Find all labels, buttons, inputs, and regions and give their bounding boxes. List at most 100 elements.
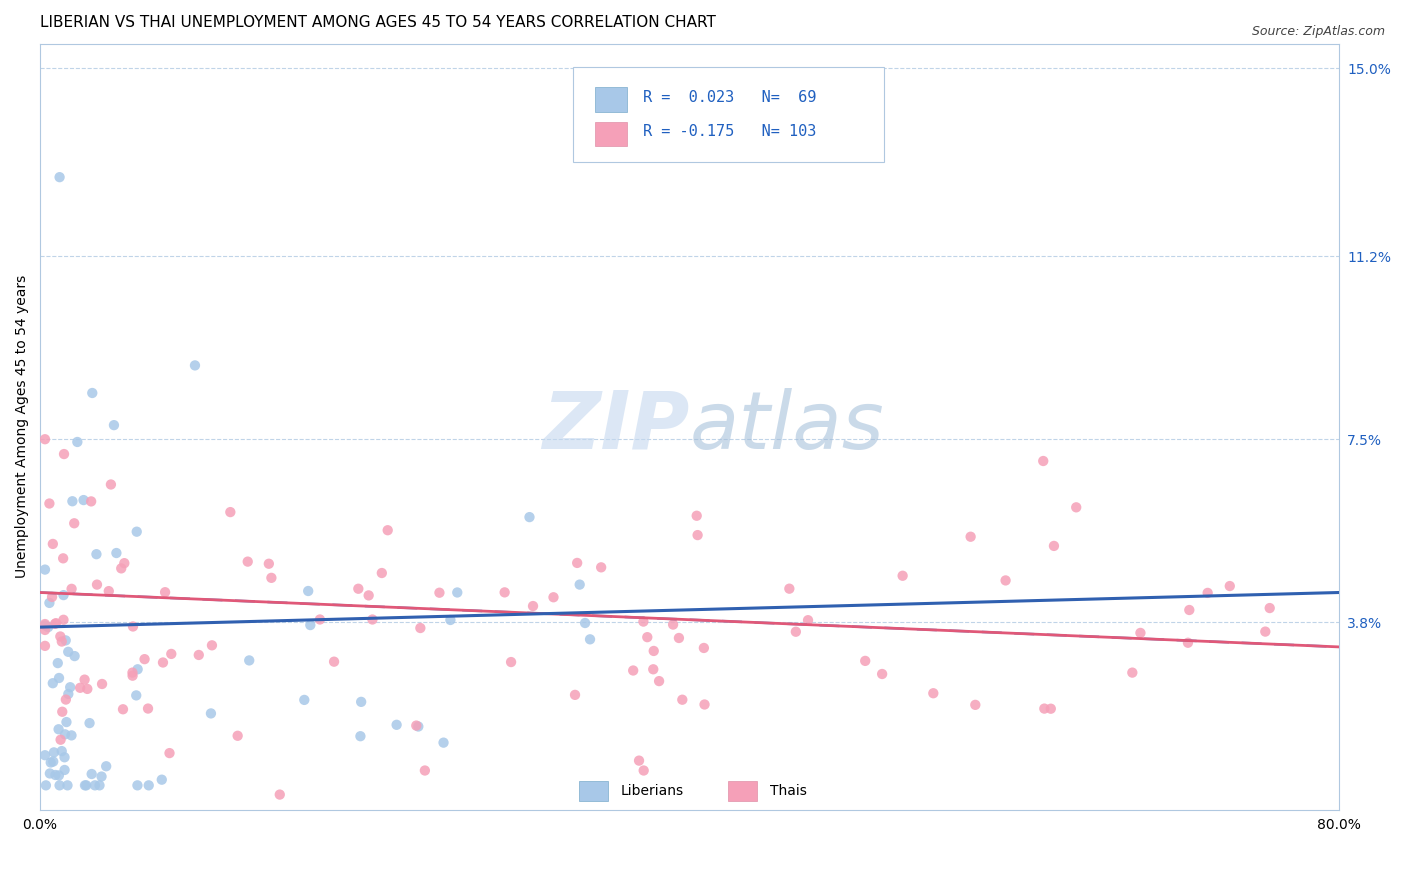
Point: [51, 744, 73, 758]
Point: [39, 756, 62, 770]
Point: [621, 664, 644, 678]
Point: [125, 689, 148, 703]
Point: [150, 772, 173, 787]
Point: [53, 447, 76, 461]
Point: [519, 510, 541, 524]
Point: [34, 618, 56, 632]
Point: [568, 577, 591, 591]
Point: [686, 508, 709, 523]
Point: [257, 557, 280, 571]
Point: [413, 764, 436, 778]
Point: [138, 778, 160, 792]
Point: [292, 693, 315, 707]
Point: [60, 728, 83, 742]
Point: [60, 494, 83, 508]
Point: [53, 750, 76, 764]
Point: [371, 566, 394, 580]
Point: [409, 621, 432, 635]
Point: [160, 647, 183, 661]
Point: [69, 681, 91, 695]
Point: [323, 655, 346, 669]
Point: [46, 656, 69, 670]
Point: [42, 745, 65, 759]
Point: [49, 630, 72, 644]
Point: [891, 568, 914, 582]
Point: [1254, 624, 1277, 639]
Point: [34, 623, 56, 637]
Point: [1032, 454, 1054, 468]
Point: [1129, 626, 1152, 640]
Point: [34, 748, 56, 763]
Point: [564, 688, 586, 702]
Point: [121, 669, 143, 683]
Point: [965, 698, 987, 712]
Point: [778, 582, 800, 596]
Point: [73, 778, 96, 792]
Point: [110, 561, 132, 575]
Point: [1258, 601, 1281, 615]
Text: LIBERIAN VS THAI UNEMPLOYMENT AMONG AGES 45 TO 54 YEARS CORRELATION CHART: LIBERIAN VS THAI UNEMPLOYMENT AMONG AGES…: [41, 15, 716, 30]
Point: [38, 596, 60, 610]
Point: [53, 763, 76, 777]
Point: [153, 585, 176, 599]
Point: [41, 590, 63, 604]
Point: [671, 692, 693, 706]
Text: Liberians: Liberians: [620, 784, 683, 798]
FancyBboxPatch shape: [595, 87, 627, 112]
Text: R =  0.023   N=  69: R = 0.023 N= 69: [643, 90, 815, 105]
Point: [42, 537, 65, 551]
Point: [187, 648, 209, 662]
Point: [34, 617, 56, 632]
Point: [103, 418, 125, 433]
Point: [853, 654, 876, 668]
Point: [236, 555, 259, 569]
Point: [66, 434, 89, 449]
Point: [100, 477, 122, 491]
Point: [633, 615, 655, 629]
Point: [75, 778, 97, 792]
Point: [1033, 701, 1056, 715]
Point: [34, 639, 56, 653]
Point: [48, 170, 70, 185]
Point: [52, 551, 75, 566]
Point: [59, 680, 82, 694]
Point: [72, 493, 94, 508]
Point: [350, 695, 373, 709]
Point: [522, 599, 544, 613]
Point: [1177, 636, 1199, 650]
Point: [56, 778, 79, 792]
Point: [63, 649, 86, 664]
Point: [58, 645, 80, 659]
FancyBboxPatch shape: [572, 67, 884, 162]
Point: [297, 584, 319, 599]
Point: [686, 528, 709, 542]
Text: ZIP: ZIP: [543, 388, 689, 466]
Point: [44, 768, 66, 782]
Point: [49, 732, 72, 747]
Point: [994, 574, 1017, 588]
Point: [269, 788, 291, 802]
FancyBboxPatch shape: [595, 121, 627, 146]
Point: [959, 530, 981, 544]
Point: [44, 616, 66, 631]
Point: [1121, 665, 1143, 680]
Point: [159, 746, 181, 760]
Point: [385, 718, 408, 732]
Point: [797, 613, 820, 627]
Point: [922, 686, 945, 700]
Point: [42, 676, 65, 690]
Point: [34, 563, 56, 577]
Point: [55, 714, 77, 729]
Point: [96, 759, 118, 773]
Point: [543, 591, 565, 605]
Point: [1043, 539, 1066, 553]
Point: [200, 706, 222, 721]
Point: [52, 613, 75, 627]
Point: [76, 681, 98, 696]
Point: [51, 705, 73, 719]
Point: [42, 755, 65, 769]
Point: [121, 665, 143, 680]
Point: [55, 633, 77, 648]
Point: [45, 616, 67, 631]
Point: [38, 766, 60, 780]
